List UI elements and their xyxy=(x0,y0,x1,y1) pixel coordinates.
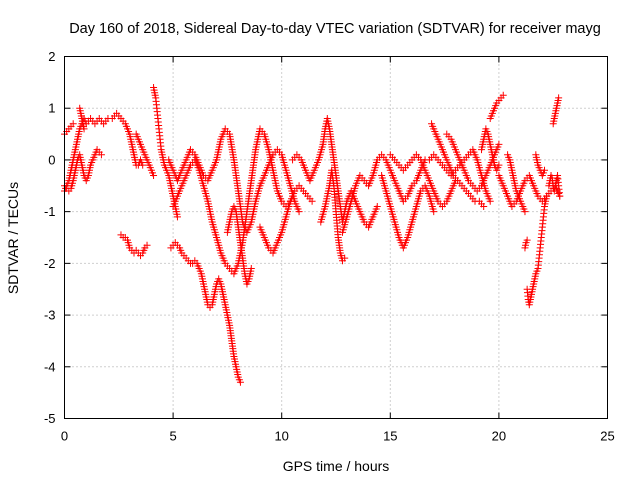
data-point xyxy=(295,208,303,216)
data-point xyxy=(80,125,88,133)
y-tick-label: -3 xyxy=(44,308,56,323)
series-arc05 xyxy=(117,231,151,260)
series-arc11 xyxy=(223,202,255,288)
series-arc16 xyxy=(378,171,438,252)
series-arc04 xyxy=(76,104,88,133)
y-tick-label: -2 xyxy=(44,256,56,271)
series-arc07 xyxy=(132,130,158,179)
axis-ticks: 0 5 10 15 20 25 -5 -4 -3 -2 -1 0 1 2 xyxy=(44,49,615,444)
series-arc25 xyxy=(523,192,551,309)
data-point xyxy=(495,140,503,148)
y-tick-label: 1 xyxy=(48,101,55,116)
y-tick-label: -4 xyxy=(44,359,56,374)
x-tick-label: 0 xyxy=(61,429,68,444)
data-point xyxy=(486,197,494,205)
series-arc22 xyxy=(486,91,507,123)
series-arc24 xyxy=(504,151,529,216)
series-arc21 xyxy=(478,125,503,174)
y-tick-label: 2 xyxy=(48,49,55,64)
x-tick-label: 25 xyxy=(600,429,614,444)
x-tick-label: 15 xyxy=(383,429,397,444)
data-point xyxy=(373,202,381,210)
data-point xyxy=(523,236,531,244)
y-tick-label: -1 xyxy=(44,204,56,219)
y-tick-label: 0 xyxy=(48,152,55,167)
data-point xyxy=(543,192,551,200)
data-point xyxy=(341,254,349,262)
series-arc26 xyxy=(521,236,531,252)
data-point xyxy=(139,161,147,169)
data-point xyxy=(97,151,105,159)
data-point xyxy=(480,202,488,210)
plot-frame xyxy=(64,56,608,419)
series-arc08 xyxy=(167,239,244,386)
data-point xyxy=(173,213,181,221)
data-point xyxy=(556,192,564,200)
data-point xyxy=(143,241,151,249)
series-arc01 xyxy=(61,109,147,195)
data-point xyxy=(495,161,503,169)
series-arc19 xyxy=(428,120,488,210)
data-point xyxy=(541,166,549,174)
series-arc02 xyxy=(61,120,77,138)
series-arc03 xyxy=(61,146,105,195)
x-tick-label: 20 xyxy=(492,429,506,444)
series-arc12 xyxy=(256,182,316,257)
data-point xyxy=(247,265,255,273)
data-point xyxy=(69,120,77,128)
series-arc17 xyxy=(386,151,459,210)
series-arc09 xyxy=(165,125,303,236)
data-points xyxy=(61,84,564,386)
series-arc14 xyxy=(317,166,349,265)
series-arc13 xyxy=(289,115,381,231)
data-point xyxy=(521,208,529,216)
data-point xyxy=(236,378,244,386)
x-axis-label: GPS time / hours xyxy=(283,458,390,474)
x-tick-label: 5 xyxy=(169,429,176,444)
series-arc27 xyxy=(545,171,564,200)
chart-title: Day 160 of 2018, Sidereal Day-to-day VTE… xyxy=(69,21,601,37)
x-tick-label: 10 xyxy=(274,429,288,444)
series-arc29 xyxy=(532,151,549,179)
y-axis-label: SDTVAR / TECUs xyxy=(5,182,21,294)
data-point xyxy=(150,171,158,179)
data-point xyxy=(555,94,563,102)
y-tick-label: -5 xyxy=(44,411,56,426)
data-point xyxy=(430,208,438,216)
data-point xyxy=(499,91,507,99)
data-point xyxy=(308,197,316,205)
series-arc28 xyxy=(549,94,563,128)
